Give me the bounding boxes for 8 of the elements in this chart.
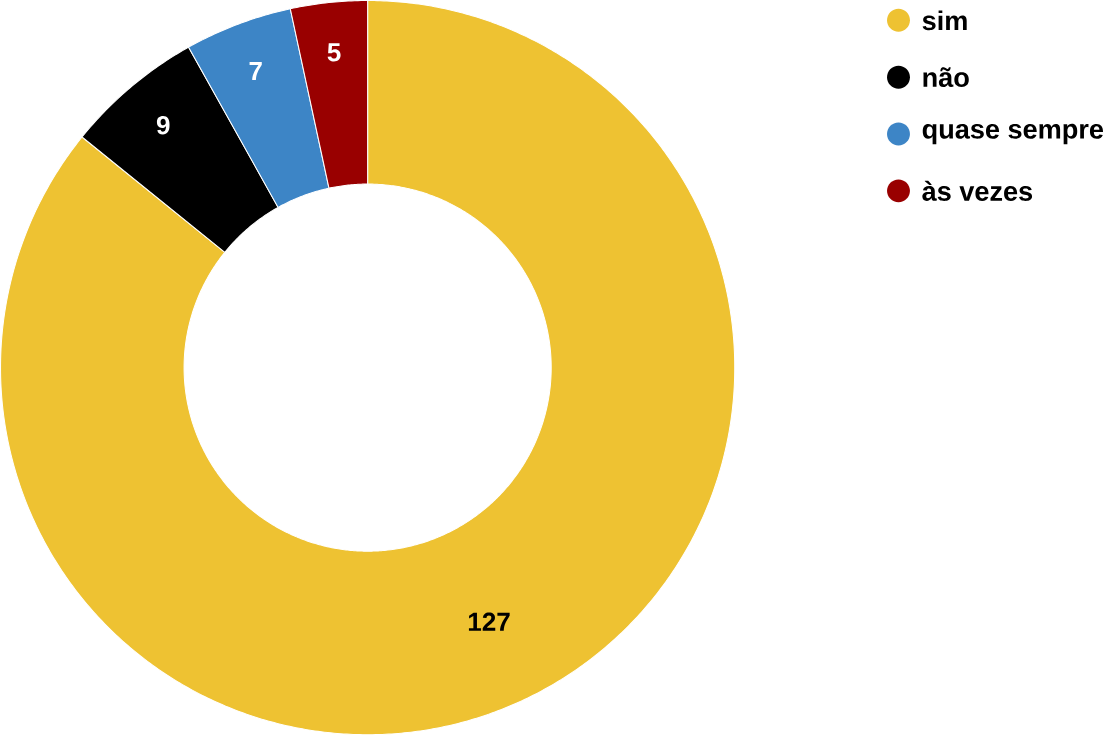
data-label: 5 (327, 43, 341, 62)
legend-label: sim (922, 10, 967, 31)
data-label: 127 (468, 612, 510, 631)
legend-label: quase sempre (922, 123, 1104, 145)
data-label: 9 (156, 115, 170, 135)
legend-label: não (923, 67, 969, 87)
data-label: 7 (249, 61, 262, 80)
legend-label: às vezes (922, 180, 1033, 201)
